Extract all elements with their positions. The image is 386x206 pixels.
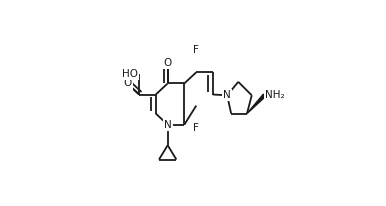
Text: F: F [193,123,199,133]
Text: OH: OH [122,69,137,79]
Text: O: O [164,58,172,68]
Text: HO: HO [122,69,138,79]
Polygon shape [247,94,266,114]
Text: N: N [223,90,231,100]
Text: F: F [193,45,199,55]
Text: O: O [123,78,131,88]
Text: N: N [164,120,171,130]
Text: NH₂: NH₂ [265,90,285,100]
